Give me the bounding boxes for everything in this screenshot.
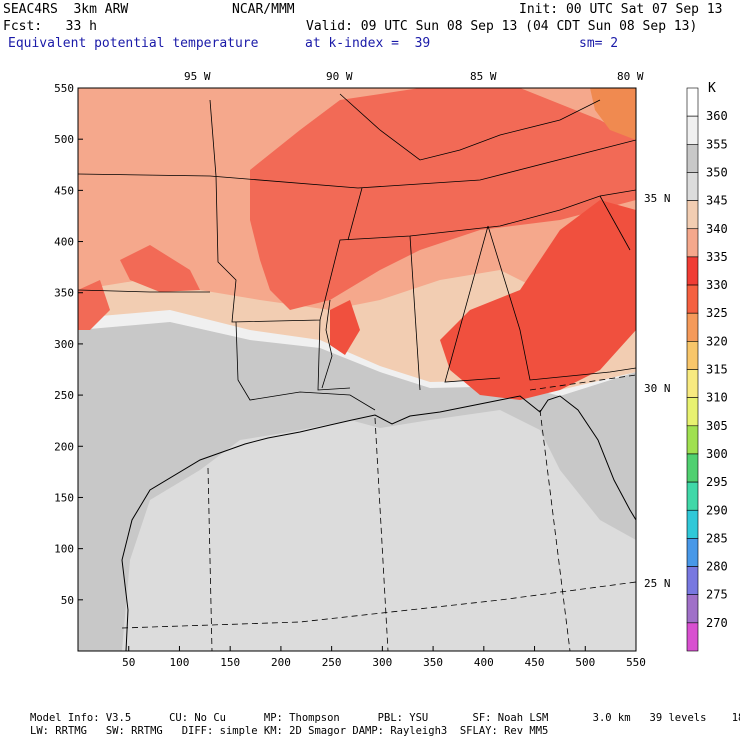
colorbar-label: 325 [706,306,728,320]
colorbar: 360 355 350 345 340 335 330 325 320 315 310 305 300 2… [686,87,728,652]
colorbar-swatch [686,369,699,398]
colorbar-swatch [686,256,699,286]
theta-e-field [78,88,636,651]
y-tick-label: 350 [54,287,74,300]
x-tick-label: 250 [322,656,342,669]
colorbar-label: 285 [706,531,728,545]
lon-label: 90 W [326,70,353,83]
colorbar-swatch [686,594,699,624]
y-tick-label: 200 [54,440,74,453]
x-tick-label: 400 [474,656,494,669]
colorbar-swatch [686,622,699,652]
x-tick-label: 100 [170,656,190,669]
colorbar-swatch [686,312,699,342]
colorbar-label: 360 [706,109,728,123]
level-index: at k-index = 39 [305,36,431,51]
field-region [590,88,636,140]
y-tick-label: 450 [54,184,74,197]
colorbar-label: 355 [706,137,728,151]
colorbar-swatch [686,566,699,595]
colorbar-label: 340 [706,222,728,236]
colorbar-unit: K [708,81,716,96]
y-tick-label: 100 [54,543,74,556]
colorbar-swatch [686,200,699,230]
x-tick-label: 300 [372,656,392,669]
colorbar-swatch [686,538,699,567]
y-tick-label: 400 [54,236,74,249]
x-tick-label: 150 [220,656,240,669]
field-name: Equivalent potential temperature [8,36,259,51]
map-frame [77,87,637,652]
colorbar-label: 330 [706,278,728,292]
colorbar-label: 320 [706,334,728,348]
model-info-line2: LW: RRTMG SW: RRTMG DIFF: simple KM: 2D … [30,725,549,737]
colorbar-label: 315 [706,363,728,377]
lat-label: 30 N [644,382,671,395]
organization: NCAR/MMM [232,2,295,17]
colorbar-swatch [686,115,699,145]
forecast-hour: Fcst: 33 h [3,19,97,34]
field-region [78,280,110,330]
y-tick-label: 250 [54,389,74,402]
x-tick-label: 500 [575,656,595,669]
colorbar-label: 275 [706,588,728,602]
colorbar-swatch [686,172,699,201]
model-info-line1: Model Info: V3.5 CU: No Cu MP: Thompson … [30,712,740,724]
colorbar-label: 335 [706,250,728,264]
colorbar-label: 270 [706,616,728,630]
colorbar-label: 310 [706,391,728,405]
colorbar-label: 290 [706,503,728,517]
colorbar-swatch [686,228,699,258]
x-tick-label: 350 [423,656,443,669]
model-name: SEAC4RS 3km ARW [3,2,129,17]
valid-time: Valid: 09 UTC Sun 08 Sep 13 (04 CDT Sun … [306,19,698,34]
x-tick-label: 450 [525,656,545,669]
x-axis: 50 100 150 200 250 300 350 400 450 500 550 [122,646,646,669]
colorbar-label: 305 [706,419,728,433]
colorbar-swatch [686,453,699,483]
y-tick-label: 500 [54,133,74,146]
lon-label: 85 W [470,70,497,83]
colorbar-label: 300 [706,447,728,461]
y-tick-label: 150 [54,491,74,504]
colorbar-swatch [686,509,699,539]
lon-label: 80 W [617,70,644,83]
coastline [121,395,637,652]
colorbar-swatch [686,144,699,173]
lat-label: 35 N [644,192,671,205]
y-tick-label: 550 [54,82,74,95]
colorbar-swatch [686,87,699,117]
field-region [122,410,636,651]
x-tick-label: 550 [626,656,646,669]
colorbar-swatch [686,425,699,455]
colorbar-label: 345 [706,194,728,208]
colorbar-swatch [686,481,699,511]
x-tick-label: 50 [122,656,135,669]
colorbar-label: 280 [706,560,728,574]
colorbar-swatch [686,341,699,370]
field-region [330,300,360,355]
colorbar-label: 295 [706,475,728,489]
field-region [250,88,636,310]
field-region [120,245,200,292]
y-axis: 550 500 450 400 350 300 250 200 150 100 50 [54,82,83,607]
y-tick-label: 50 [61,594,74,607]
lon-label: 95 W [184,70,211,83]
colorbar-swatch [686,397,699,427]
state-boundaries [77,93,637,411]
init-time: Init: 00 UTC Sat 07 Sep 13 [519,2,723,17]
colorbar-label: 350 [706,165,728,179]
y-tick-label: 300 [54,338,74,351]
field-region [440,200,636,400]
graticule [121,374,637,652]
x-tick-label: 200 [271,656,291,669]
lat-label: 25 N [644,577,671,590]
colorbar-swatch [686,284,699,314]
smoothing: sm= 2 [579,36,619,51]
